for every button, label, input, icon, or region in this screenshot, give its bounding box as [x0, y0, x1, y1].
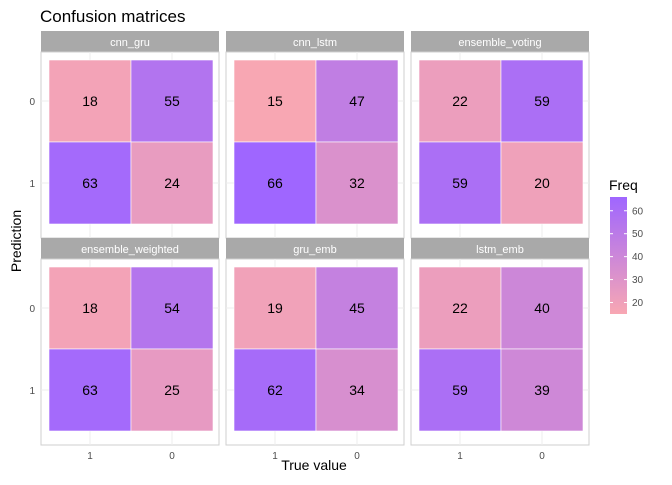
tile-value-label: 34	[349, 382, 365, 398]
tile-value-label: 55	[164, 93, 180, 109]
tile-value-label: 45	[349, 300, 365, 316]
tile-value-label: 59	[452, 382, 468, 398]
tile-value-label: 24	[164, 175, 180, 191]
x-tick-label: 1	[87, 451, 93, 462]
tile-value-label: 18	[82, 300, 98, 316]
heatmap-tile	[130, 59, 214, 143]
tile-value-label: 25	[164, 382, 180, 398]
legend-title: Freq	[609, 177, 638, 193]
facet-strip-label: ensemble_weighted	[81, 244, 179, 256]
chart-title: Confusion matrices	[40, 7, 186, 26]
heatmap-tile	[315, 348, 399, 432]
facet-strip	[226, 31, 404, 52]
heatmap-tile	[500, 59, 584, 143]
heatmap-tile	[418, 348, 502, 432]
tile-value-label: 15	[267, 93, 283, 109]
heatmap-tile	[48, 348, 132, 432]
heatmap-tile	[418, 266, 502, 350]
x-axis-label: True value	[281, 457, 347, 473]
heatmap-tile	[48, 141, 132, 225]
tile-value-label: 59	[452, 175, 468, 191]
tile-value-label: 19	[267, 300, 283, 316]
facet-strip	[41, 238, 219, 259]
facet-strip	[411, 238, 589, 259]
y-tick-label: 0	[29, 97, 35, 108]
heatmap-tile	[233, 59, 317, 143]
heatmap-tile	[315, 59, 399, 143]
heatmap-tile	[233, 348, 317, 432]
tile-value-label: 22	[452, 300, 468, 316]
x-tick-label: 0	[539, 451, 545, 462]
tile-value-label: 47	[349, 93, 365, 109]
tile-value-label: 18	[82, 93, 98, 109]
heatmap-tile	[500, 348, 584, 432]
legend-tick-label: 30	[632, 275, 644, 286]
y-tick-label: 1	[29, 179, 35, 190]
facet-panel: lstm_emb 22 40 59 39 1 0	[410, 238, 590, 462]
tile-value-label: 20	[534, 175, 550, 191]
tile-value-label: 63	[82, 382, 98, 398]
heatmap-tile	[233, 141, 317, 225]
facet-panel: cnn_lstm 15 47 66 32	[225, 31, 405, 239]
facet-panels: cnn_gru 18 55 63 24 0 1 cnn_lstm 15 47 66 32 ensembl…	[29, 31, 590, 462]
tile-value-label: 59	[534, 93, 550, 109]
legend-ticks: 20 30 40 50 60	[610, 206, 644, 309]
x-tick-label: 1	[457, 451, 463, 462]
heatmap-tile	[500, 266, 584, 350]
facet-strip	[41, 31, 219, 52]
tile-value-label: 54	[164, 300, 180, 316]
heatmap-tile	[315, 141, 399, 225]
legend-tick-label: 40	[632, 252, 644, 263]
x-tick-label: 0	[354, 451, 360, 462]
facet-panel: cnn_gru 18 55 63 24 0 1	[29, 31, 220, 239]
x-tick-label: 1	[272, 451, 278, 462]
facet-strip-label: cnn_lstm	[293, 37, 337, 49]
legend-tick-label: 50	[632, 229, 644, 240]
heatmap-tile	[500, 141, 584, 225]
x-tick-label: 0	[169, 451, 175, 462]
facet-panel: ensemble_weighted 18 54 63 25 0 1 1 0	[29, 238, 220, 462]
facet-strip	[411, 31, 589, 52]
y-axis-label: Prediction	[8, 210, 24, 272]
tile-value-label: 62	[267, 382, 283, 398]
legend-tick-label: 20	[632, 298, 644, 309]
legend-colorbar	[610, 197, 627, 314]
facet-panel: gru_emb 19 45 62 34 1 0	[225, 238, 405, 462]
heatmap-tile	[418, 141, 502, 225]
facet-strip-label: cnn_gru	[110, 37, 150, 49]
facet-strip-label: gru_emb	[293, 244, 336, 256]
legend-tick-label: 60	[632, 206, 644, 217]
facet-panel: ensemble_voting 22 59 59 20	[410, 31, 590, 239]
facet-strip-label: ensemble_voting	[458, 37, 541, 49]
heatmap-tile	[315, 266, 399, 350]
y-tick-label: 1	[29, 386, 35, 397]
y-tick-label: 0	[29, 304, 35, 315]
heatmap-tile	[130, 266, 214, 350]
heatmap-tile	[48, 59, 132, 143]
heatmap-tile	[48, 266, 132, 350]
color-legend: Freq 20 30 40 50 60	[609, 177, 644, 314]
facet-strip-label: lstm_emb	[476, 244, 524, 256]
tile-value-label: 66	[267, 175, 283, 191]
tile-value-label: 39	[534, 382, 550, 398]
tile-value-label: 32	[349, 175, 365, 191]
tile-value-label: 63	[82, 175, 98, 191]
heatmap-tile	[130, 141, 214, 225]
facet-strip	[226, 238, 404, 259]
heatmap-tile	[130, 348, 214, 432]
tile-value-label: 22	[452, 93, 468, 109]
tile-value-label: 40	[534, 300, 550, 316]
